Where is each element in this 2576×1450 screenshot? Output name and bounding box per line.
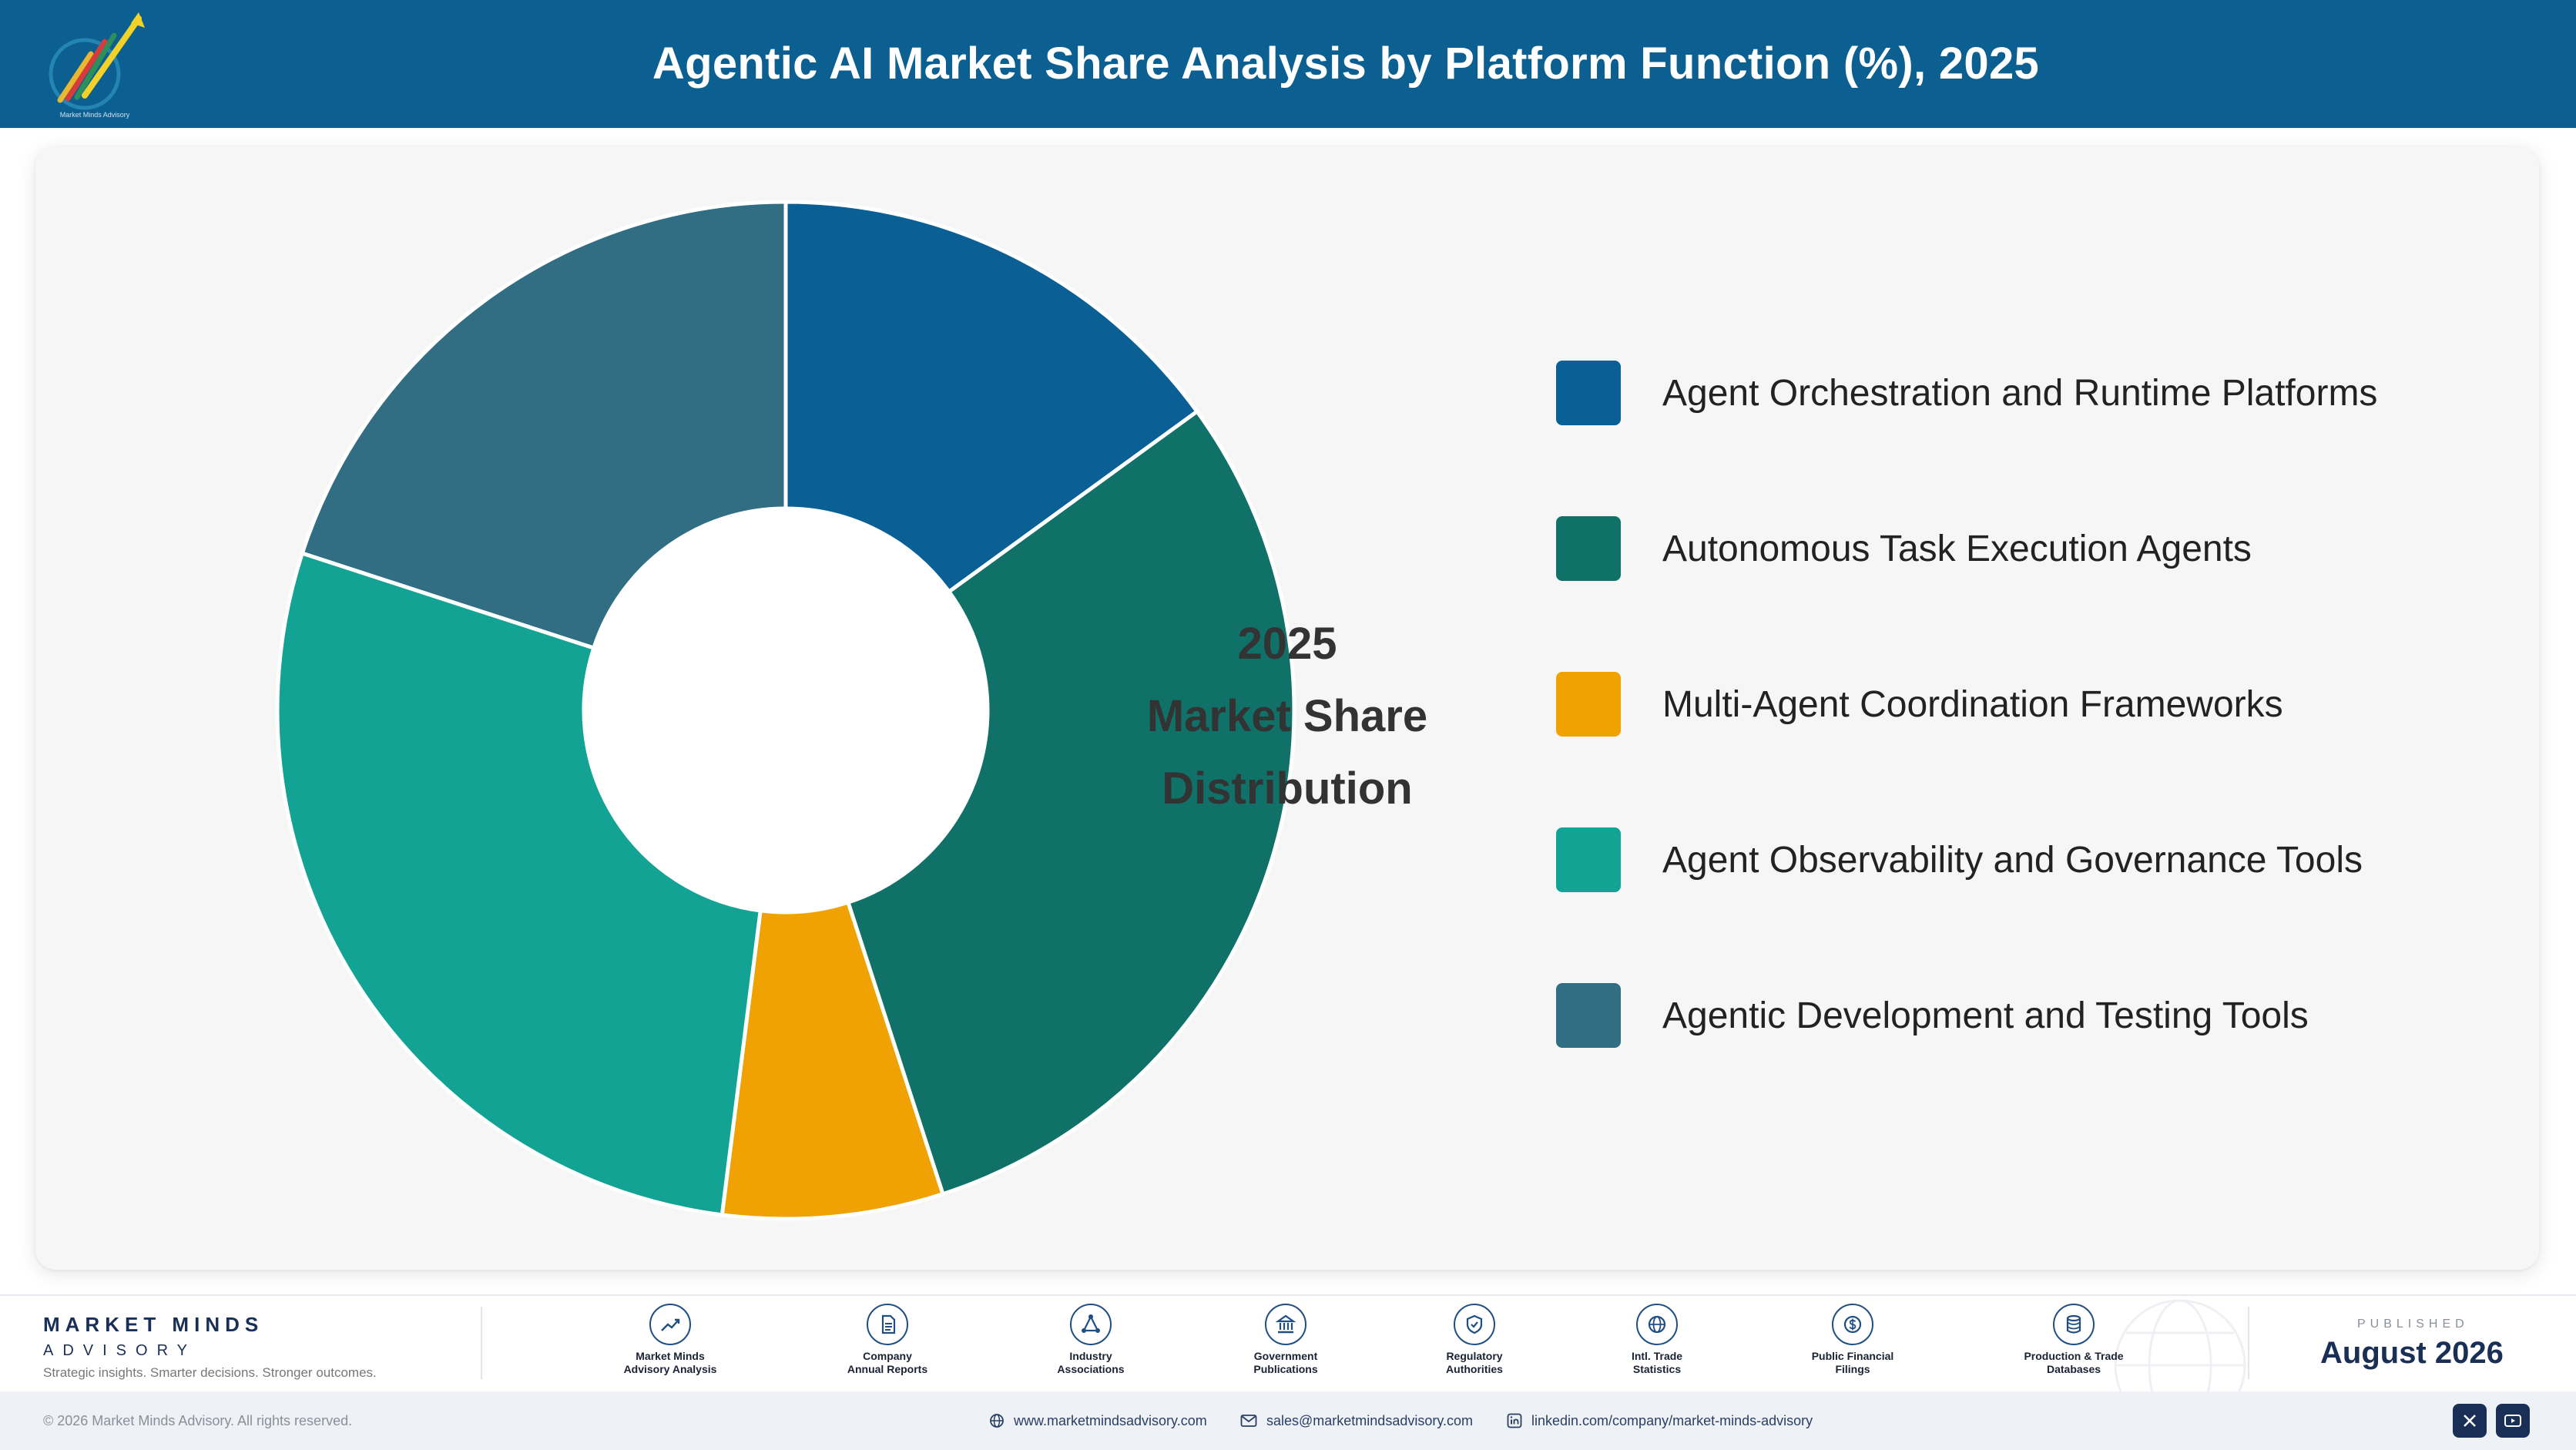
data-source-label-line1: Public Financial <box>1811 1350 1894 1362</box>
linkedin-link[interactable]: linkedin.com/company/market-minds-adviso… <box>1507 1391 1813 1450</box>
legend-item[interactable]: Agent Orchestration and Runtime Platform… <box>1556 358 2480 428</box>
website-text: www.marketmindsadvisory.com <box>1014 1412 1207 1428</box>
data-source-label-line2: Associations <box>1057 1363 1125 1375</box>
footer-divider <box>2248 1307 2249 1379</box>
legend-swatch <box>1556 983 1621 1048</box>
brand-subtitle: ADVISORY <box>43 1342 196 1359</box>
data-source-item[interactable]: Regulatory Authorities <box>1397 1304 1551 1376</box>
page-title: Agentic AI Market Share Analysis by Plat… <box>652 39 2040 89</box>
donut-chart <box>275 200 1296 1221</box>
center-label-year: 2025 <box>1237 619 1337 669</box>
center-label-line2: Market Share <box>1146 691 1428 741</box>
globe-icon <box>1636 1304 1678 1345</box>
email-text: sales@marketmindsadvisory.com <box>1266 1412 1474 1428</box>
data-source-label-line2: Publications <box>1253 1363 1318 1375</box>
legend-label: Agent Observability and Governance Tools <box>1662 839 2363 881</box>
globe-icon <box>990 1414 1004 1428</box>
data-source-label-line1: Industry <box>1069 1350 1112 1362</box>
data-source-label: Production & Trade Databases <box>1997 1350 2151 1376</box>
email-link[interactable]: sales@marketmindsadvisory.com <box>1240 1391 1473 1450</box>
mail-icon <box>1240 1415 1257 1427</box>
bottom-bar: © 2026 Market Minds Advisory. All rights… <box>0 1391 2576 1450</box>
data-source-label-line1: Regulatory <box>1446 1350 1503 1362</box>
data-source-item[interactable]: Public Financial Filings <box>1776 1304 1930 1376</box>
legend-label: Autonomous Task Execution Agents <box>1662 528 2252 569</box>
data-source-item[interactable]: Industry Associations <box>1014 1304 1168 1376</box>
globe-decoration-icon <box>2114 1299 2246 1391</box>
data-source-label: Market Minds Advisory Analysis <box>593 1350 747 1376</box>
shield-check-icon <box>1454 1304 1495 1345</box>
data-source-label: Intl. Trade Statistics <box>1580 1350 1734 1376</box>
data-source-label: Regulatory Authorities <box>1397 1350 1551 1376</box>
legend-swatch <box>1556 516 1621 581</box>
data-source-item[interactable]: Market Minds Advisory Analysis <box>593 1304 747 1376</box>
donut-hole <box>584 509 988 912</box>
trend-line-icon <box>649 1304 691 1345</box>
data-source-label-line2: Filings <box>1835 1363 1870 1375</box>
data-source-label-line1: Government <box>1253 1350 1318 1362</box>
data-source-label-line2: Statistics <box>1632 1363 1682 1375</box>
legend-swatch <box>1556 827 1621 892</box>
data-source-label-line2: Authorities <box>1446 1363 1503 1375</box>
header-bar: Market Minds Advisory Agentic AI Market … <box>0 0 2576 128</box>
legend-item[interactable]: Agentic Development and Testing Tools <box>1556 981 2480 1050</box>
data-source-label: Industry Associations <box>1014 1350 1168 1376</box>
legend-item[interactable]: Autonomous Task Execution Agents <box>1556 514 2480 583</box>
x-logo-icon <box>2464 1415 2476 1427</box>
data-source-item[interactable]: Company Annual Reports <box>810 1304 964 1376</box>
company-logo[interactable]: Market Minds Advisory <box>37 8 153 123</box>
legend-item[interactable]: Agent Observability and Governance Tools <box>1556 825 2480 895</box>
legend-label: Agentic Development and Testing Tools <box>1662 995 2309 1036</box>
legend-item[interactable]: Multi-Agent Coordination Frameworks <box>1556 670 2480 739</box>
government-building-icon <box>1265 1304 1306 1345</box>
footer-divider <box>481 1307 482 1379</box>
data-source-label-line2: Advisory Analysis <box>623 1363 717 1375</box>
brand-tagline: Strategic insights. Smarter decisions. S… <box>43 1365 377 1380</box>
center-label-line3: Distribution <box>1162 764 1413 814</box>
website-link[interactable]: www.marketmindsadvisory.com <box>989 1391 1207 1450</box>
document-icon <box>867 1304 908 1345</box>
copyright-text: © 2026 Market Minds Advisory. All rights… <box>43 1413 353 1428</box>
published-label: PUBLISHED <box>2357 1317 2469 1331</box>
x-social-button[interactable] <box>2453 1404 2487 1438</box>
linkedin-icon <box>1507 1413 1522 1428</box>
youtube-social-button[interactable] <box>2496 1404 2530 1438</box>
data-source-label-line1: Company <box>863 1350 912 1362</box>
legend-label: Agent Orchestration and Runtime Platform… <box>1662 372 2378 414</box>
network-icon <box>1070 1304 1112 1345</box>
legend-swatch <box>1556 361 1621 425</box>
legend-label: Multi-Agent Coordination Frameworks <box>1662 683 2283 725</box>
data-source-label-line2: Annual Reports <box>847 1363 928 1375</box>
data-source-label-line2: Databases <box>2046 1363 2101 1375</box>
data-source-item[interactable]: Production & Trade Databases <box>1997 1304 2151 1376</box>
data-source-label-line1: Production & Trade <box>2024 1350 2124 1362</box>
data-source-label: Company Annual Reports <box>810 1350 964 1376</box>
chart-card: 2025 Market Share Distribution Agent Orc… <box>35 146 2539 1270</box>
data-source-item[interactable]: Intl. Trade Statistics <box>1580 1304 1734 1376</box>
data-source-label: Public Financial Filings <box>1776 1350 1930 1376</box>
published-date: August 2026 <box>2320 1336 2504 1370</box>
database-icon <box>2053 1304 2095 1345</box>
legend-swatch <box>1556 672 1621 737</box>
dollar-coin-icon <box>1832 1304 1873 1345</box>
svg-text:Market Minds Advisory: Market Minds Advisory <box>60 111 130 119</box>
youtube-icon <box>2504 1415 2521 1427</box>
linkedin-text: linkedin.com/company/market-minds-adviso… <box>1531 1412 1813 1428</box>
data-source-label: Government Publications <box>1209 1350 1363 1376</box>
data-source-label-line1: Market Minds <box>636 1350 705 1362</box>
footer: MARKET MINDS ADVISORY Strategic insights… <box>0 1294 2576 1391</box>
data-source-item[interactable]: Government Publications <box>1209 1304 1363 1376</box>
data-source-label-line1: Intl. Trade <box>1631 1350 1683 1362</box>
brand-name: MARKET MINDS <box>43 1313 264 1336</box>
